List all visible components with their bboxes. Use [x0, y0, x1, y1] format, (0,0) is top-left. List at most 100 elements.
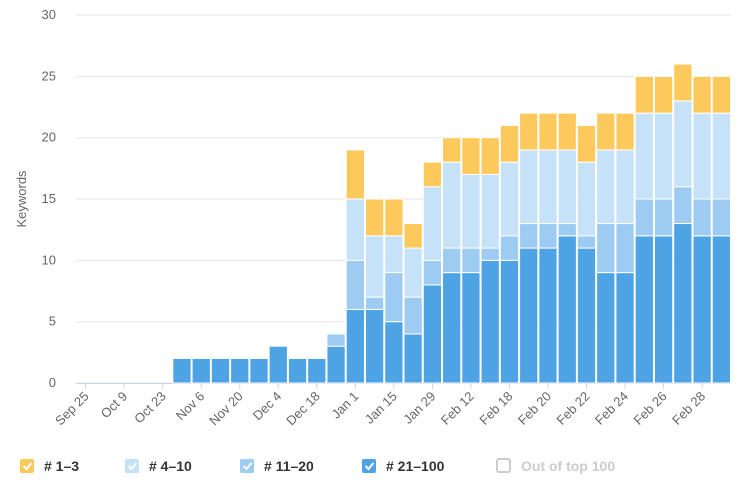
y-tick-label: 5 — [49, 314, 56, 329]
bar-segment — [634, 198, 654, 237]
bar-segment — [499, 161, 520, 237]
legend-label: # 4–10 — [149, 458, 192, 474]
x-tick-label: Jan 15 — [362, 389, 400, 427]
legend-checkbox — [125, 459, 139, 473]
bar-segment — [403, 247, 423, 298]
bar-segment — [711, 112, 731, 200]
x-tick-label: Oct 9 — [98, 389, 131, 422]
legend-check — [364, 462, 375, 471]
y-tick-label: 30 — [42, 7, 56, 22]
bar-segment — [345, 198, 365, 261]
bar-segment — [615, 112, 635, 151]
bar-segment — [345, 149, 365, 200]
bar-segment — [403, 296, 423, 335]
bar-segment — [230, 357, 250, 384]
bar-segment — [576, 235, 597, 249]
bar-segment — [461, 272, 481, 384]
bar-segment — [519, 247, 539, 384]
bar-segment — [576, 124, 597, 163]
x-tick-label: Jan 1 — [328, 389, 361, 422]
legend-item[interactable]: # 11–20 — [240, 458, 314, 474]
bar-segment — [673, 223, 693, 384]
bar-segment — [538, 223, 558, 249]
bar-segment — [384, 321, 404, 384]
x-tick-label: Feb 18 — [476, 389, 515, 428]
x-tick-label: Dec 18 — [283, 389, 323, 429]
bar-segment — [538, 149, 558, 225]
bar-segment — [364, 235, 385, 298]
y-tick-label: 25 — [42, 68, 56, 83]
bar-segment — [442, 247, 462, 274]
bar-segment — [364, 198, 385, 237]
x-tick-label: Feb 22 — [553, 389, 592, 428]
legend-item[interactable]: # 4–10 — [125, 458, 192, 474]
legend-item[interactable]: # 1–3 — [20, 458, 79, 474]
legend-checkbox — [496, 458, 511, 473]
bar-segment — [480, 259, 500, 384]
bar-segment — [538, 112, 558, 151]
bar-segment — [384, 235, 404, 274]
bar-segment — [499, 124, 520, 163]
bar-segment — [596, 223, 616, 274]
bar-segment — [653, 112, 674, 200]
legend-label: # 1–3 — [44, 458, 79, 474]
bar-segment — [384, 272, 404, 323]
x-tick-label: Feb 28 — [669, 389, 708, 428]
bar-segment — [596, 112, 616, 151]
y-tick-label: 0 — [49, 375, 56, 390]
bar-segment — [422, 259, 443, 286]
bar-segment — [673, 186, 693, 225]
bar-segment — [326, 333, 346, 347]
legend-label: # 11–20 — [264, 458, 314, 474]
bar-segment — [615, 272, 635, 384]
bar-segment — [172, 357, 192, 384]
bar-segment — [422, 186, 443, 261]
bar-segment — [480, 173, 500, 249]
legend-label: Out of top 100 — [521, 458, 615, 474]
bar-segment — [287, 357, 308, 384]
legend-item[interactable]: # 21–100 — [362, 458, 445, 474]
bar-segment — [480, 247, 500, 261]
y-axis-label: Keywords — [14, 170, 29, 228]
bar-segment — [461, 137, 481, 175]
x-tick-label: Feb 24 — [592, 389, 631, 428]
bar-segment — [557, 235, 577, 384]
x-tick-label: Dec 4 — [250, 389, 285, 424]
x-tick-label: Nov 6 — [173, 389, 208, 424]
bar-segment — [499, 259, 520, 384]
bar-segment — [653, 75, 674, 114]
bar-segment — [557, 223, 577, 237]
bar-segment — [596, 272, 616, 384]
legend-item[interactable]: Out of top 100 — [496, 458, 615, 474]
x-tick-label: Oct 23 — [131, 389, 169, 427]
bar-segment — [307, 357, 327, 384]
bar-segment — [634, 235, 654, 384]
x-tick-label: Sep 25 — [52, 389, 92, 429]
y-tick-label: 15 — [42, 191, 56, 206]
bar-segment — [519, 223, 539, 249]
bar-segment — [403, 333, 423, 384]
legend-check — [242, 462, 253, 471]
bar-segment — [615, 223, 635, 274]
legend-checkbox — [20, 459, 34, 473]
bar-segment — [364, 296, 385, 310]
bar-segment — [615, 149, 635, 225]
bar-segment — [692, 235, 712, 384]
legend-checkbox — [240, 459, 254, 473]
bar-segment — [442, 161, 462, 249]
bar-segment — [442, 137, 462, 163]
legend-check — [127, 462, 138, 471]
x-tick-label: Feb 12 — [438, 389, 477, 428]
bar-segment — [711, 75, 731, 114]
y-tick-label: 10 — [42, 252, 56, 267]
bar-segment — [480, 137, 500, 175]
bar-segment — [422, 161, 443, 188]
bar-segment — [249, 357, 269, 384]
x-tick-label: Feb 20 — [515, 389, 554, 428]
bar-segment — [596, 149, 616, 225]
bar-segment — [692, 112, 712, 200]
bar-segment — [326, 345, 346, 384]
bar-segment — [499, 235, 520, 261]
bar-segment — [653, 198, 674, 237]
